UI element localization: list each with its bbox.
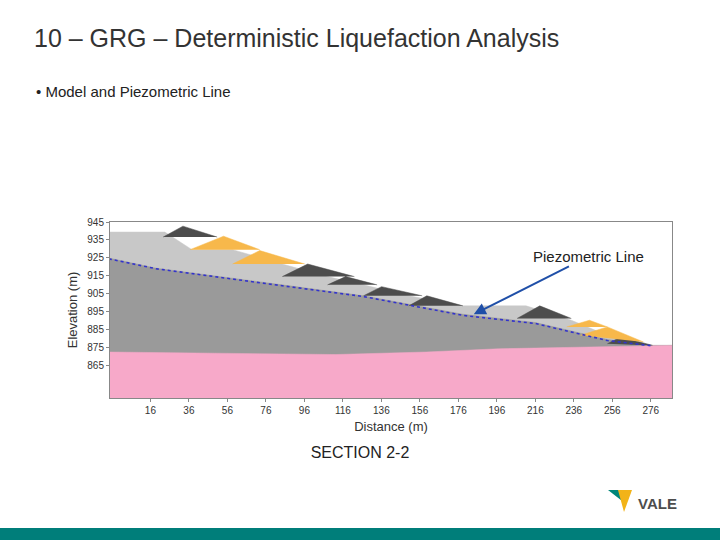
svg-text:Elevation (m): Elevation (m) xyxy=(65,272,80,349)
svg-text:Piezometric Line: Piezometric Line xyxy=(533,248,644,265)
svg-text:56: 56 xyxy=(222,405,234,416)
svg-text:36: 36 xyxy=(183,405,195,416)
svg-text:Distance (m): Distance (m) xyxy=(354,419,428,434)
svg-text:96: 96 xyxy=(299,405,311,416)
svg-text:116: 116 xyxy=(335,405,351,416)
svg-text:865: 865 xyxy=(87,360,104,371)
svg-text:176: 176 xyxy=(450,405,467,416)
svg-text:925: 925 xyxy=(87,252,104,263)
svg-text:945: 945 xyxy=(87,217,104,228)
html-text:• Model and Piezometric Line: • Model and Piezometric Line xyxy=(36,83,231,100)
svg-text:276: 276 xyxy=(642,405,659,416)
svg-text:196: 196 xyxy=(489,405,506,416)
svg-text:895: 895 xyxy=(87,306,104,317)
svg-text:216: 216 xyxy=(527,405,544,416)
svg-text:156: 156 xyxy=(412,405,429,416)
svg-text:915: 915 xyxy=(87,270,104,281)
svg-text:VALE: VALE xyxy=(638,495,677,512)
svg-text:16: 16 xyxy=(145,405,157,416)
svg-text:136: 136 xyxy=(373,405,390,416)
html-text:SECTION 2-2: SECTION 2-2 xyxy=(310,444,410,461)
html-text:10 – GRG – Deterministic Lique: 10 – GRG – Deterministic Liquefaction An… xyxy=(34,24,560,52)
svg-text:885: 885 xyxy=(87,324,104,335)
svg-text:875: 875 xyxy=(87,342,104,353)
svg-text:256: 256 xyxy=(604,405,621,416)
svg-text:76: 76 xyxy=(260,405,272,416)
svg-text:236: 236 xyxy=(565,405,582,416)
svg-text:935: 935 xyxy=(87,234,104,245)
svg-text:905: 905 xyxy=(87,288,104,299)
